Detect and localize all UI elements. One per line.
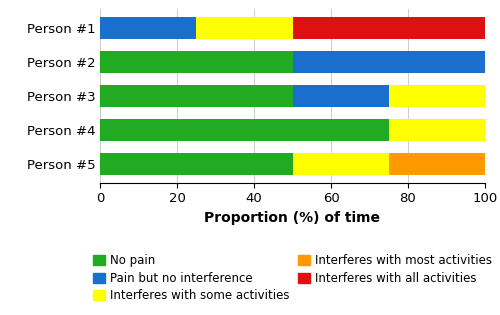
Bar bbox=[292, 51, 485, 73]
Bar bbox=[196, 17, 292, 39]
Bar bbox=[389, 153, 485, 175]
Bar bbox=[292, 153, 389, 175]
X-axis label: Proportion (%) of time: Proportion (%) of time bbox=[204, 211, 380, 225]
Bar bbox=[100, 17, 196, 39]
Legend: No pain, Pain but no interference, Interferes with some activities, Interferes w: No pain, Pain but no interference, Inter… bbox=[88, 249, 497, 307]
Bar bbox=[389, 85, 485, 107]
Bar bbox=[389, 119, 485, 141]
Bar bbox=[292, 85, 389, 107]
Bar bbox=[100, 85, 292, 107]
Bar bbox=[100, 119, 389, 141]
Bar bbox=[292, 17, 485, 39]
Bar bbox=[100, 153, 292, 175]
Bar bbox=[100, 51, 292, 73]
